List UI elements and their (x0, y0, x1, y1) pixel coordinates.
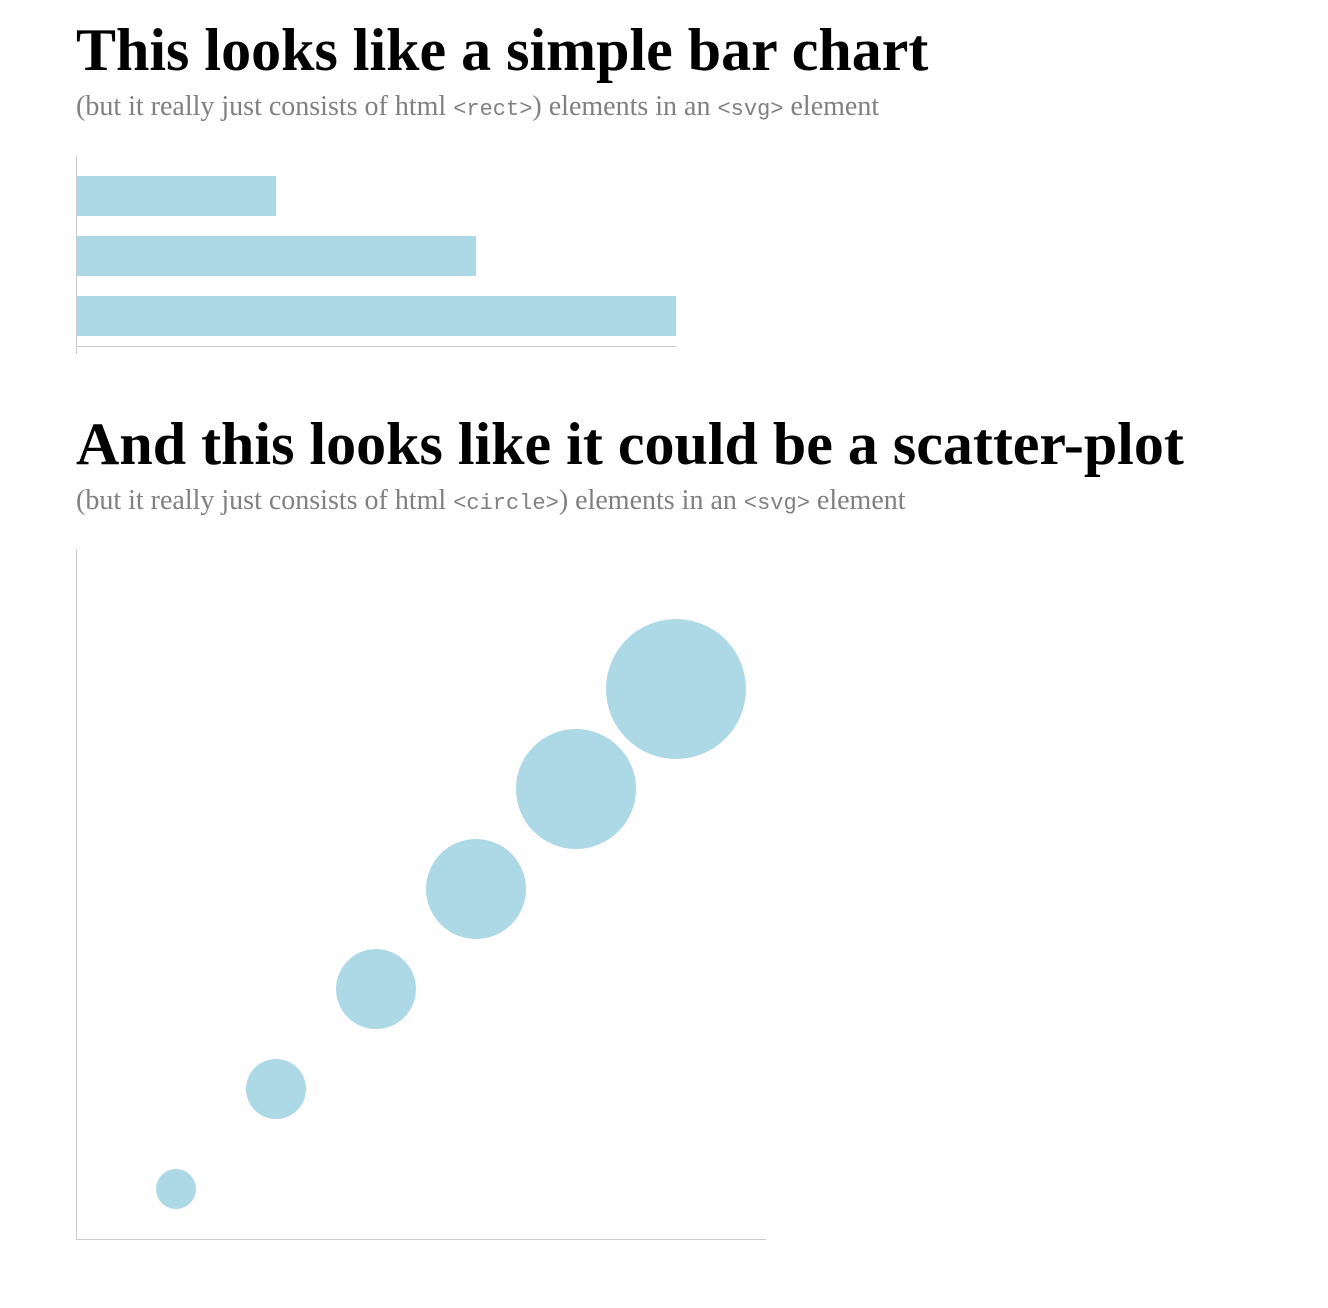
bar-1 (76, 176, 276, 216)
bar-chart-subtitle-mid: ) elements in an (532, 91, 718, 122)
scatter-plot (76, 549, 766, 1240)
scatter-plot-subtitle: (but it really just consists of html <ci… (76, 484, 1184, 521)
bar-chart-subtitle: (but it really just consists of html <re… (76, 90, 928, 127)
scatter-point-4 (426, 839, 526, 939)
scatter-point-6 (606, 619, 746, 759)
scatter-plot-subtitle-code-circle: <circle> (453, 491, 559, 516)
scatter-plot-subtitle-mid: ) elements in an (558, 485, 744, 516)
bar-chart-subtitle-code-svg: <svg> (717, 97, 784, 122)
bar-chart (76, 156, 676, 354)
bar-chart-subtitle-code-rect: <rect> (453, 97, 533, 122)
scatter-point-5 (516, 729, 636, 849)
bar-chart-subtitle-pre: (but it really just consists of html (76, 91, 454, 122)
scatter-plot-subtitle-post: element (809, 485, 906, 516)
scatter-point-3 (336, 949, 416, 1029)
scatter-plot-subtitle-code-svg: <svg> (743, 491, 810, 516)
bar-chart-subtitle-post: element (783, 91, 880, 122)
bar-3 (76, 296, 676, 336)
scatter-plot-section: And this looks like it could be a scatte… (76, 414, 1184, 521)
bar-chart-section: This looks like a simple bar chart (but … (76, 20, 928, 127)
scatter-plot-title: And this looks like it could be a scatte… (76, 411, 1184, 477)
bar-2 (76, 236, 476, 276)
bar-chart-title: This looks like a simple bar chart (76, 17, 929, 83)
scatter-point-2 (246, 1059, 306, 1119)
scatter-plot-subtitle-pre: (but it really just consists of html (76, 485, 454, 516)
scatter-point-1 (156, 1169, 196, 1209)
